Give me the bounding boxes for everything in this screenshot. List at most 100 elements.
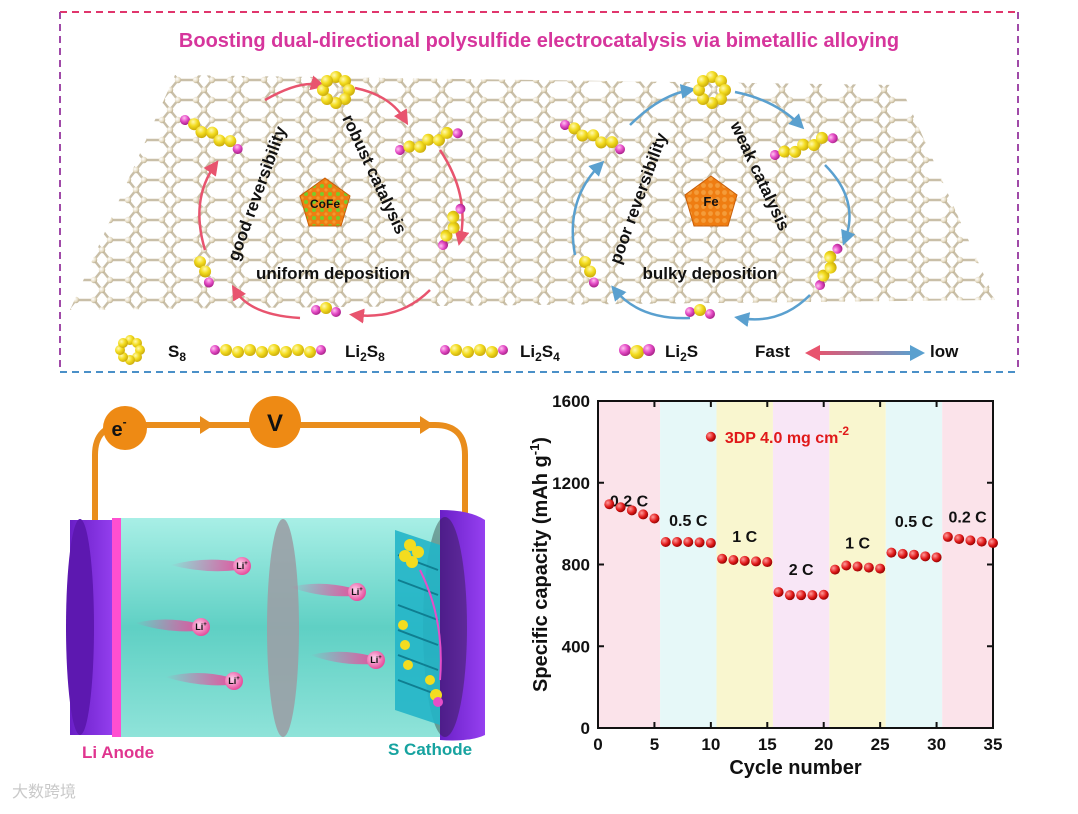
data-point-5 xyxy=(660,537,671,548)
s-cathode-label: S Cathode xyxy=(388,740,473,759)
legend-li2s4-icon xyxy=(440,344,508,358)
legend-low-label: low xyxy=(930,342,959,361)
li-ion-2: Li+ xyxy=(290,583,366,601)
x-tick-label-4: 20 xyxy=(814,735,833,754)
separator xyxy=(267,519,299,737)
li-ion-1: Li+ xyxy=(170,557,251,575)
data-point-25 xyxy=(886,547,897,558)
data-point-1 xyxy=(615,502,626,513)
slow-cycle-arrows xyxy=(571,84,856,327)
data-point-26 xyxy=(897,548,908,559)
x-tick-label-7: 35 xyxy=(984,735,1003,754)
li-ion-4: Li+ xyxy=(310,651,385,669)
svg-text:Li+: Li+ xyxy=(370,655,382,665)
chart-svg: 0.2 C0.5 C1 C2 C1 C0.5 C 0.2 C0 5 10 15 20 25 3… xyxy=(527,392,1003,779)
legend-li2s8-icon xyxy=(210,344,326,358)
data-point-9 xyxy=(705,538,716,549)
mechanism-diagram: CoFe Fe good reversibility robust cataly… xyxy=(59,11,1019,373)
rate-label-5: 0.5 C xyxy=(895,514,934,531)
data-point-31 xyxy=(954,533,965,544)
svg-text:Li+: Li+ xyxy=(195,622,207,632)
li-anode-plate xyxy=(112,518,121,737)
legend-s8-icon xyxy=(115,335,145,365)
legend-s8-label: S8 xyxy=(168,342,186,364)
data-point-6 xyxy=(672,537,682,548)
svg-text:Li+: Li+ xyxy=(236,561,248,571)
data-point-13 xyxy=(751,556,761,567)
data-point-2 xyxy=(626,505,637,516)
legend-fast-label: Fast xyxy=(755,342,790,361)
data-point-27 xyxy=(909,549,919,560)
cofe-catalyst xyxy=(299,177,351,227)
fe-label: Fe xyxy=(703,194,718,209)
rate-region-3 xyxy=(772,401,830,728)
voltmeter-icon xyxy=(249,396,301,448)
voltmeter-label: V xyxy=(267,410,283,437)
electron-badge xyxy=(103,406,147,450)
svg-text:Li+: Li+ xyxy=(228,676,240,686)
x-tick-label-6: 30 xyxy=(927,735,946,754)
anode-end-face xyxy=(66,519,94,735)
rate-region-5 xyxy=(885,401,943,728)
wire-arrowhead-2 xyxy=(420,416,434,434)
data-point-22 xyxy=(852,561,863,572)
data-point-7 xyxy=(683,537,694,548)
data-point-24 xyxy=(875,563,886,574)
bulky-deposition-label: bulky deposition xyxy=(642,264,777,283)
data-point-17 xyxy=(796,590,807,601)
data-point-0 xyxy=(604,499,615,510)
electron-label: e- xyxy=(111,415,126,441)
legend-li2s-label: Li2S xyxy=(665,342,698,364)
data-point-16 xyxy=(784,590,795,601)
fast-low-arrow xyxy=(805,345,925,361)
y-tick-label-3: 1200 xyxy=(552,474,590,493)
data-point-19 xyxy=(818,589,829,600)
li-ion-3: Li+ xyxy=(135,618,210,636)
svg-text:Li+: Li+ xyxy=(351,587,363,597)
data-point-32 xyxy=(965,535,976,546)
data-point-33 xyxy=(976,536,987,547)
data-point-15 xyxy=(773,587,784,598)
data-point-11 xyxy=(728,555,739,566)
data-point-8 xyxy=(694,537,705,548)
figure-title: Boosting dual-directional polysulfide el… xyxy=(178,30,900,52)
rate-label-3: 2 C xyxy=(789,562,814,579)
rate-label-6: 0.2 C xyxy=(948,510,987,527)
rate-region-0 xyxy=(598,401,661,728)
x-tick-label-0: 0 xyxy=(593,735,602,754)
data-point-29 xyxy=(931,552,942,563)
data-point-3 xyxy=(638,509,649,520)
rate-region-6 xyxy=(942,401,993,728)
data-point-14 xyxy=(762,557,773,568)
data-point-12 xyxy=(739,555,750,566)
graphene-sheet xyxy=(70,75,995,310)
battery-diagram: e- V Li+ xyxy=(66,396,485,741)
rate-label-2: 1 C xyxy=(732,529,757,546)
legend-li2s-icon xyxy=(619,344,655,359)
sulfur-cathode-scaffold xyxy=(395,530,443,725)
cofe-label: CoFe xyxy=(310,197,340,211)
rate-label-4: 1 C xyxy=(845,535,870,552)
s8-ring-left xyxy=(317,71,355,109)
data-point-30 xyxy=(942,531,953,542)
legend-li2s4-label: Li2S4 xyxy=(520,342,560,364)
fe-catalyst xyxy=(684,175,738,227)
x-tick-label-2: 10 xyxy=(701,735,720,754)
wire-arrowhead-1 xyxy=(200,416,214,434)
y-tick-label-4: 1600 xyxy=(552,392,590,411)
uniform-deposition-label: uniform deposition xyxy=(256,264,410,283)
x-tick-label-3: 15 xyxy=(758,735,777,754)
li-ion-5: Li+ xyxy=(165,672,243,690)
legend-marker xyxy=(705,431,716,442)
polysulfide-chains xyxy=(180,115,843,319)
fast-cycle-arrows xyxy=(198,75,470,324)
mechanism-panel: CoFe Fe good reversibility robust cataly… xyxy=(0,0,1078,380)
y-tick-label-2: 800 xyxy=(562,556,590,575)
data-point-4 xyxy=(649,513,660,524)
cathode-end-cap xyxy=(440,510,485,741)
data-point-34 xyxy=(988,538,998,549)
rate-label-1: 0.5 C xyxy=(669,513,708,530)
li-anode-label: Li Anode xyxy=(82,743,155,762)
data-point-20 xyxy=(830,564,840,575)
battery-panel: e- V Li+ xyxy=(0,380,520,809)
